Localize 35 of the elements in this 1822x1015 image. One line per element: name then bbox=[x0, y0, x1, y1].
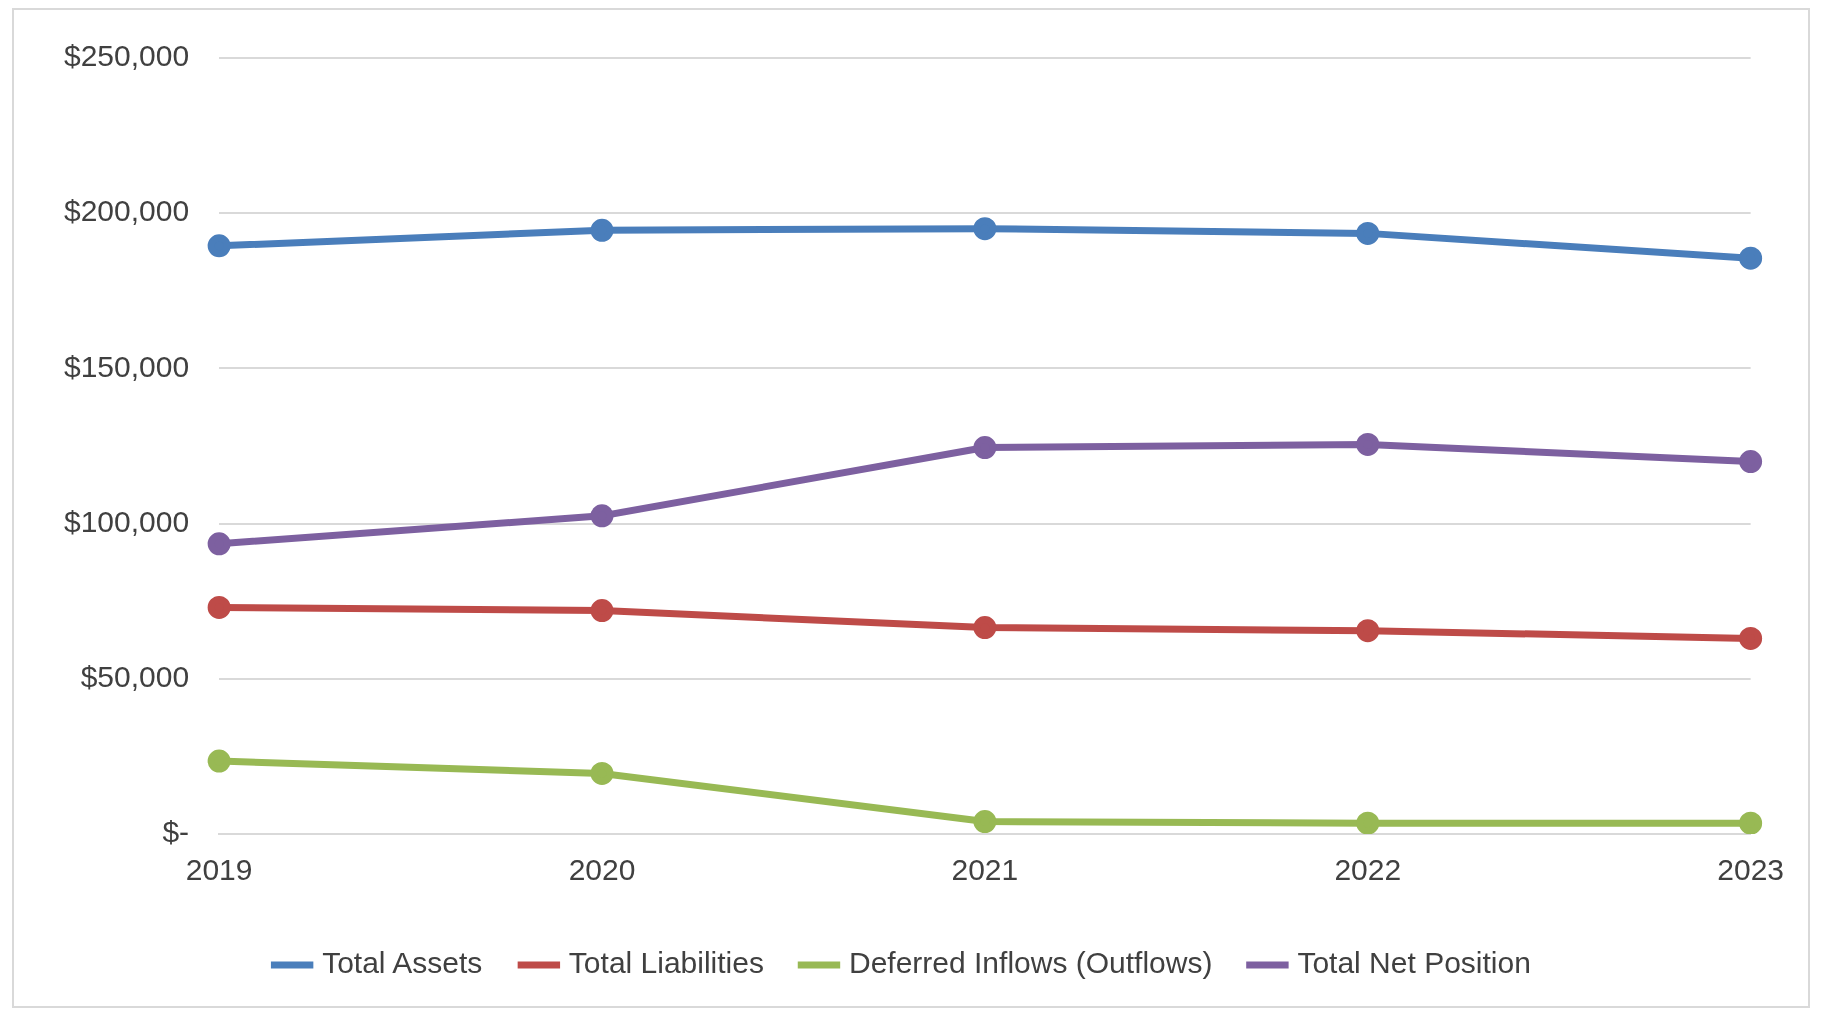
x-tick-label: 2020 bbox=[568, 853, 636, 887]
point bbox=[1739, 246, 1763, 270]
point bbox=[1739, 450, 1763, 474]
point bbox=[207, 234, 231, 258]
point bbox=[590, 599, 614, 623]
x-tick-label: 2019 bbox=[185, 853, 253, 887]
legend-label: Total Net Position bbox=[1297, 946, 1531, 980]
point bbox=[590, 218, 614, 242]
y-tick-label: $50,000 bbox=[80, 660, 190, 694]
point bbox=[1356, 619, 1380, 643]
point bbox=[1356, 432, 1380, 456]
point bbox=[973, 810, 997, 834]
point bbox=[1356, 221, 1380, 245]
point bbox=[590, 761, 614, 785]
point bbox=[1739, 626, 1763, 650]
legend-label: Total Assets bbox=[322, 946, 483, 980]
point bbox=[973, 616, 997, 640]
legend-label: Deferred Inflows (Outflows) bbox=[848, 946, 1213, 980]
point bbox=[207, 749, 231, 773]
x-tick-label: 2021 bbox=[951, 853, 1019, 887]
point bbox=[1739, 811, 1763, 834]
x-tick-label: 2023 bbox=[1717, 853, 1785, 887]
point bbox=[207, 595, 231, 619]
point bbox=[207, 532, 231, 556]
y-tick-label: $- bbox=[162, 815, 190, 849]
y-tick-label: $200,000 bbox=[63, 194, 190, 228]
x-tick-label: 2022 bbox=[1334, 853, 1402, 887]
point bbox=[973, 436, 997, 460]
y-tick-label: $250,000 bbox=[63, 39, 190, 73]
point bbox=[590, 504, 614, 528]
y-tick-label: $150,000 bbox=[63, 349, 190, 383]
point bbox=[973, 217, 997, 241]
legend-label: Total Liabilities bbox=[568, 946, 764, 980]
y-tick-label: $100,000 bbox=[63, 504, 190, 538]
point bbox=[1356, 811, 1380, 834]
